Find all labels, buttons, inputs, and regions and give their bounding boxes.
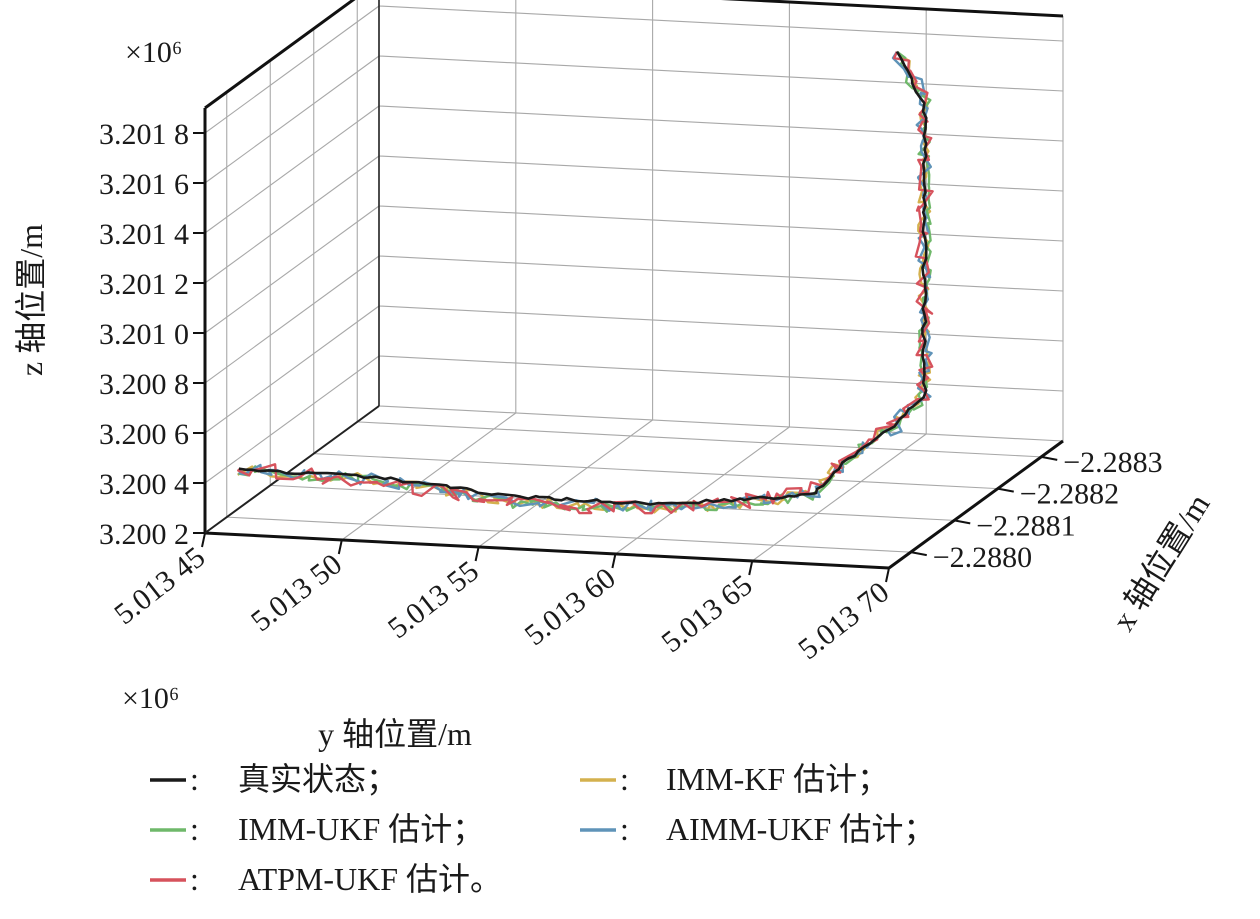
top-edge-side <box>204 0 356 110</box>
legend-separator: : <box>620 761 629 797</box>
floor-gridline-y <box>341 412 517 541</box>
x-tick-label: −2.2883 <box>1063 446 1162 479</box>
back-wall-gridline-z <box>378 55 1064 92</box>
side-wall-gridline-z <box>204 355 380 484</box>
y-tick <box>748 560 754 576</box>
y-tick <box>885 567 890 583</box>
floor-gridline-x <box>313 453 998 490</box>
legend: : 真实状态；: IMM-KF 估计；: IMM-UKF 估计；: AIMM-UKF 估… <box>150 761 935 897</box>
back-wall-gridline-z <box>378 255 1064 292</box>
axes-layer <box>193 0 1064 583</box>
side-wall-gridline-z <box>204 55 380 184</box>
y-tick-label: 5.013 55 <box>382 555 485 646</box>
side-wall-gridline-z <box>204 5 380 134</box>
x-tick <box>954 519 971 525</box>
y-tick <box>611 553 617 569</box>
floor-gridline-y <box>478 419 653 548</box>
back-wall-gridline-z <box>378 405 1064 442</box>
z-tick-label: 3.201 2 <box>99 268 189 301</box>
back-wall-gridline-z <box>378 355 1064 392</box>
x-axis-line <box>888 439 1064 570</box>
x-tick-label: −2.2881 <box>976 509 1075 542</box>
series-layer <box>237 50 934 515</box>
y-tick-label: 5.013 65 <box>655 569 758 660</box>
x-axis-title: x 轴位置/m <box>1105 487 1217 637</box>
floor-gridline-y <box>615 426 790 555</box>
back-wall-gridline-z <box>378 105 1064 142</box>
x-tick-label: −2.2882 <box>1020 478 1119 511</box>
legend-label-3: AIMM-UKF 估计； <box>666 811 935 847</box>
z-axis-title: z 轴位置/m <box>13 224 49 376</box>
y-tick-label: 5.013 45 <box>108 541 211 632</box>
z-tick-label: 3.201 0 <box>99 318 189 351</box>
y-tick-label: 5.013 70 <box>792 576 895 667</box>
z-tick-label: 3.200 2 <box>99 518 189 551</box>
z-tick-label: 3.200 8 <box>99 368 189 401</box>
side-wall-gridline-z <box>204 155 380 284</box>
legend-separator: : <box>190 861 199 897</box>
labels-layer: 3.200 2 3.200 4 3.200 6 3.200 8 3.201 0 3.201… <box>13 36 1217 752</box>
back-wall-gridline-z <box>378 305 1064 342</box>
x-tick <box>1041 455 1058 461</box>
series-line-4 <box>237 51 934 515</box>
legend-label-4: ATPM-UKF 估计。 <box>238 861 502 897</box>
back-wall-gridline-z <box>378 205 1064 242</box>
z-tick-label: 3.201 8 <box>99 118 189 151</box>
series-line-3 <box>238 51 933 512</box>
z-tick-label: 3.200 6 <box>99 418 189 451</box>
floor-edge-side <box>204 405 380 534</box>
z-tick-label: 3.201 6 <box>99 168 189 201</box>
series-line-2 <box>238 50 932 513</box>
floor-gridline-y <box>751 433 927 562</box>
side-wall-gridline-z <box>204 255 380 384</box>
y-axis-multiplier: ×10⁶ <box>122 682 179 715</box>
legend-separator: : <box>190 811 199 847</box>
z-tick-label: 3.201 4 <box>99 218 189 251</box>
legend-separator: : <box>190 761 199 797</box>
side-wall-gridline-z <box>204 205 380 334</box>
y-axis-title: y 轴位置/m <box>318 716 472 752</box>
y-tick-label: 5.013 60 <box>519 562 622 653</box>
side-wall-gridline-z <box>204 105 380 234</box>
y-tick <box>337 539 343 555</box>
series-line-1 <box>237 50 932 514</box>
y-tick <box>201 532 206 548</box>
legend-separator: : <box>620 811 629 847</box>
x-tick-label: −2.2880 <box>933 541 1032 574</box>
top-edge-back <box>720 0 1064 18</box>
floor-gridline-x <box>226 516 911 553</box>
floor-gridline-x <box>357 421 1042 458</box>
legend-label-2: IMM-UKF 估计； <box>238 811 484 847</box>
back-wall-gridline-z <box>378 155 1064 192</box>
y-axis-line <box>204 531 890 570</box>
x-tick <box>910 551 927 557</box>
legend-label-0: 真实状态； <box>238 761 398 797</box>
series-line-0 <box>238 51 928 506</box>
z-tick-label: 3.200 4 <box>99 468 189 501</box>
back-wall-gridline-z <box>378 5 1064 42</box>
y-tick <box>474 546 480 562</box>
x-tick <box>997 487 1014 493</box>
grid-layer <box>204 0 1064 569</box>
legend-label-1: IMM-KF 估计； <box>666 761 889 797</box>
y-tick-label: 5.013 50 <box>245 548 348 639</box>
side-wall-gridline-z <box>204 305 380 434</box>
z-axis-multiplier: ×10⁶ <box>125 36 182 69</box>
